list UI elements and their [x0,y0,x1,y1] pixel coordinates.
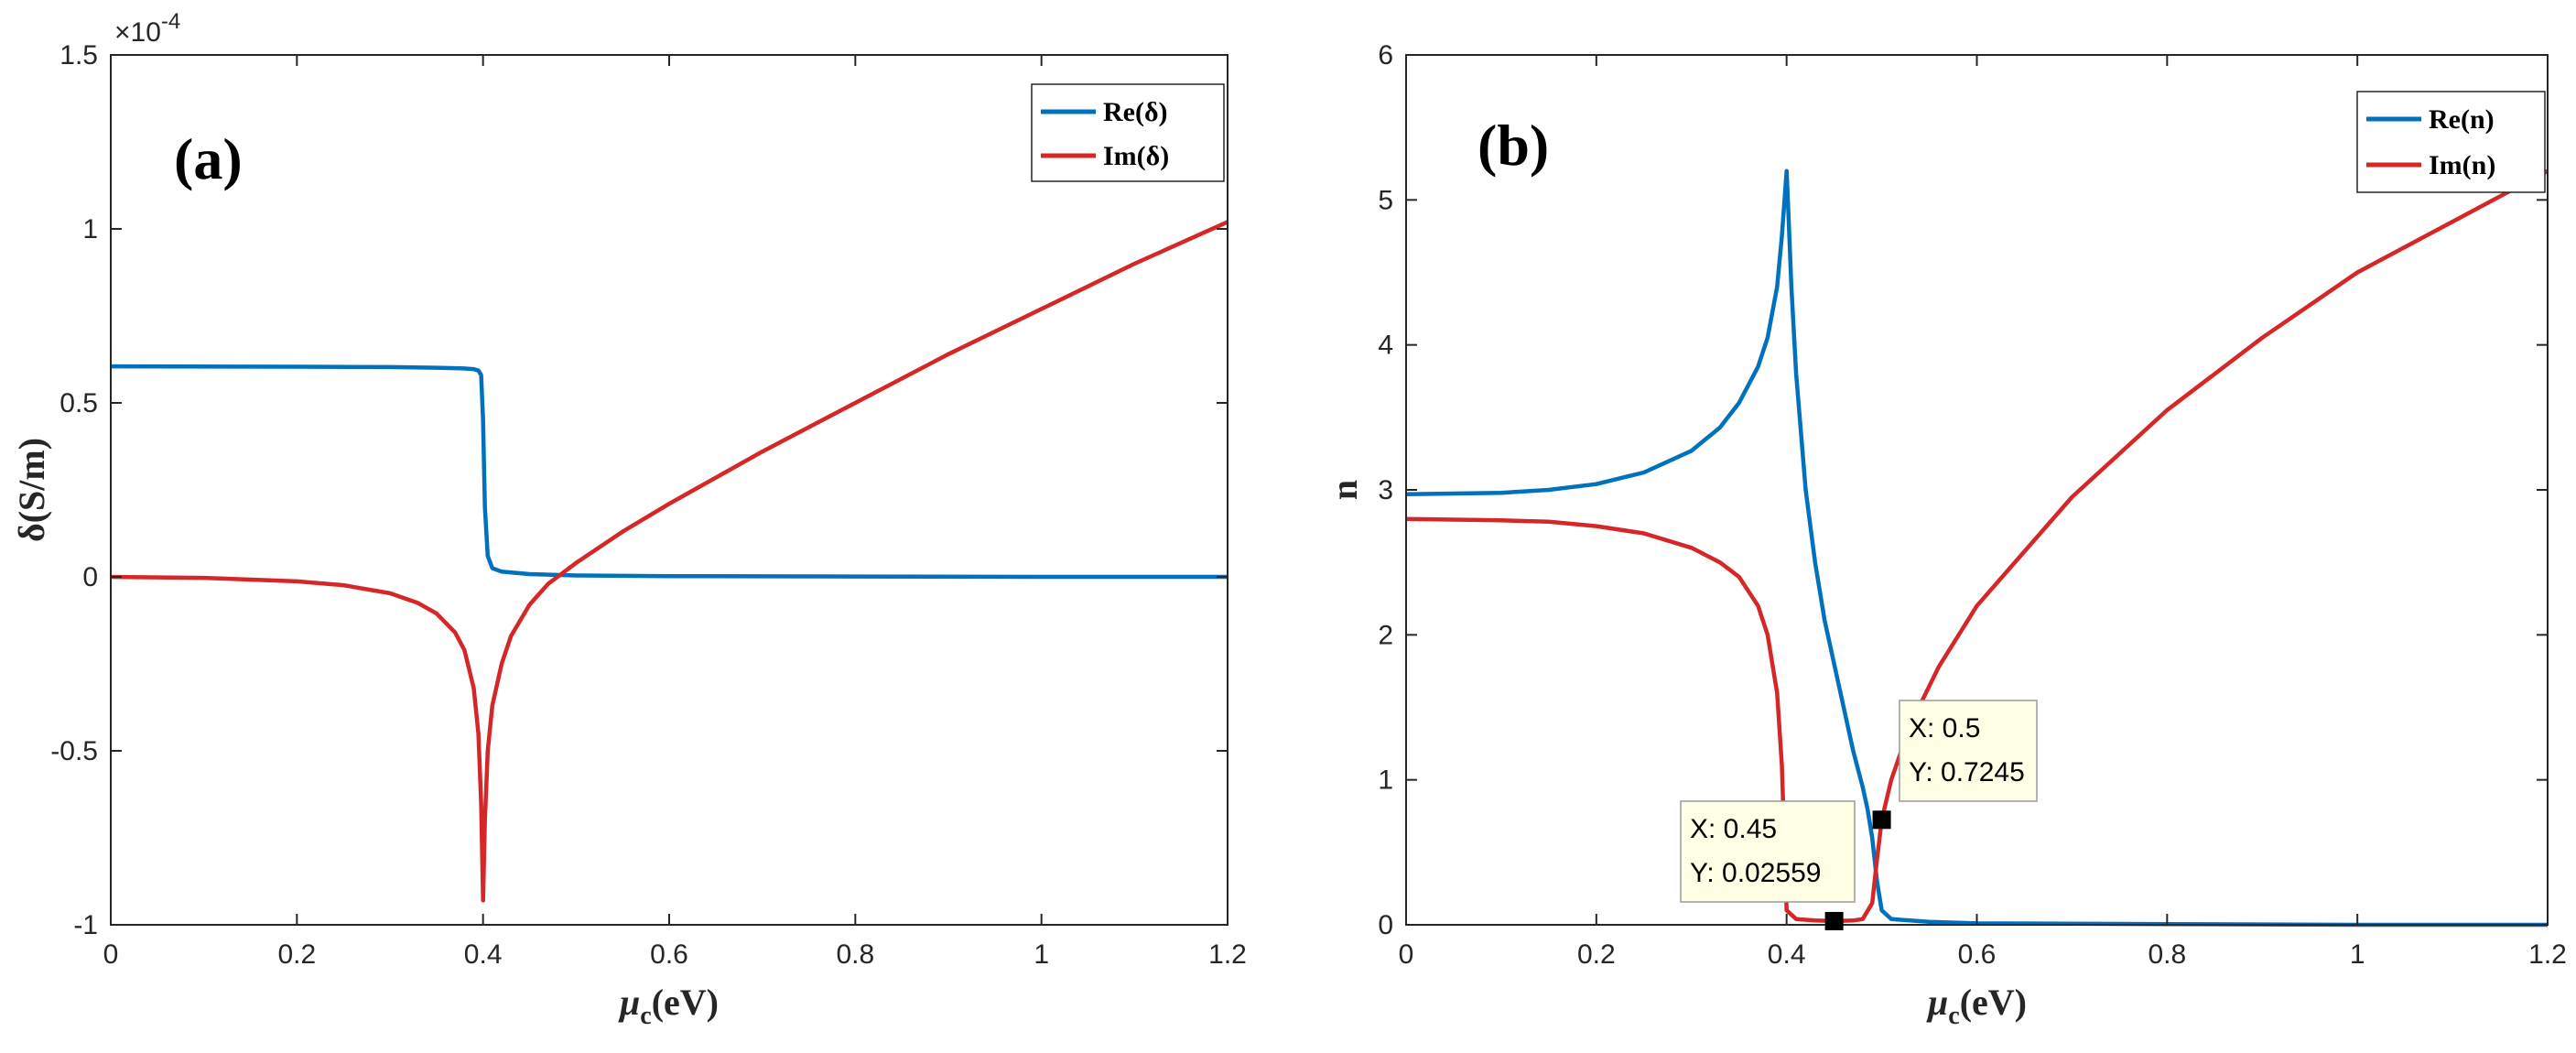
y-tick-label-a: -1 [73,910,98,940]
y-exponent-label-a: ×10-4 [114,9,180,48]
legend-box-a [1031,83,1225,182]
legend-label-re-a: Re(δ) [1103,97,1168,127]
datatip-1[interactable]: X: 0.45 Y: 0.02559 [1680,800,1856,903]
x-tick-label-a: 0 [103,939,119,970]
x-tick-label-a: 1.2 [1208,939,1247,970]
datatip-label-x-2: X: 0.5 [1909,713,1980,744]
x-axis-label-a: μc(eV) [618,982,719,1030]
datatip-marker-2[interactable] [1872,810,1891,830]
y-tick-label-b: 0 [1378,910,1393,940]
y-tick-label-b: 6 [1378,40,1393,71]
x-tick-label-b: 0 [1399,939,1414,970]
x-axis-label-b: μc(eV) [1926,982,2027,1030]
datatip-box-2 [1899,700,2038,802]
datatip-marker-1[interactable] [1824,911,1844,930]
x-tick-label-a: 0.6 [650,939,688,970]
x-tick-label-b: 1 [2350,939,2365,970]
panel-label-a: (a) [174,126,243,191]
x-tick-label-b: 0.4 [1768,939,1806,970]
datatip-label-x-1: X: 0.45 [1690,814,1777,844]
datatip-2[interactable]: X: 0.5 Y: 0.7245 [1899,700,2038,802]
x-tick-label-b: 0.6 [1958,939,1997,970]
series-line-b-re [1405,168,2548,928]
series-line-a-im [110,220,1228,903]
y-tick-label-b: 3 [1378,475,1393,505]
legend-b: Re(n) Im(n) [2356,91,2546,193]
y-tick-label-a: -0.5 [50,736,98,766]
y-tick-label-b: 2 [1378,620,1393,650]
x-tick-label-a: 0.8 [836,939,874,970]
x-tick-label-a: 0.4 [464,939,503,970]
legend-label-re-b: Re(n) [2429,104,2495,135]
legend-box-b [2356,91,2546,193]
series-line-b-im [1405,168,2549,924]
datatip-box-1 [1680,800,1856,903]
y-tick-label-a: 1.5 [60,40,98,71]
x-tick-label-a: 1 [1034,939,1049,970]
chart-panel-a: 0 0.2 0.4 0.6 0.8 1 1.2 -1 -0.5 0 0.5 1 1.5 ×10-4 (a… [11,9,1247,1030]
legend-label-im-b: Im(n) [2429,150,2495,180]
y-tick-label-a: 1 [82,214,98,244]
datatip-label-y-2: Y: 0.7245 [1909,757,2025,787]
y-tick-label-b: 4 [1378,331,1393,361]
legend-label-im-a: Im(δ) [1103,141,1169,171]
panel-label-b: (b) [1477,113,1549,178]
y-tick-label-a: 0 [82,562,98,592]
y-axis-label-a: δ(S/m) [11,438,52,542]
x-tick-label-b: 1.2 [2528,939,2567,970]
chart-panel-b: 0 0.2 0.4 0.6 0.8 1 1.2 0 1 2 3 4 5 6 (b) n μc(eV) Re… [1324,40,2567,1030]
y-tick-label-b: 5 [1378,185,1393,215]
y-tick-label-b: 1 [1378,765,1393,796]
series-line-a-re [110,364,1228,580]
y-axis-label-b: n [1324,480,1365,500]
legend-a: Re(δ) Im(δ) [1031,83,1225,182]
x-tick-label-a: 0.2 [277,939,316,970]
y-tick-label-a: 0.5 [60,388,98,418]
datatip-label-y-1: Y: 0.02559 [1690,858,1821,888]
plot-area-a [111,55,1228,925]
x-tick-label-b: 0.8 [2148,939,2186,970]
x-tick-label-b: 0.2 [1577,939,1616,970]
